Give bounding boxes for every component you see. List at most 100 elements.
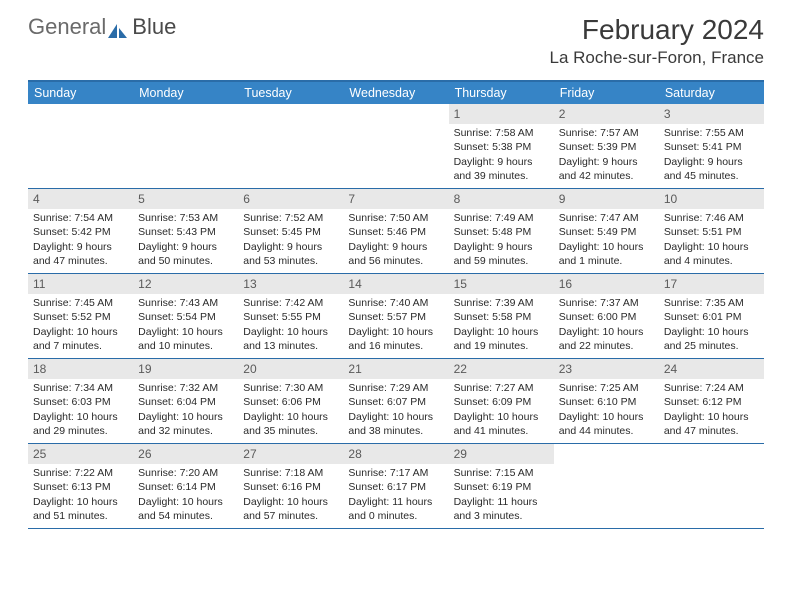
daylight-line: Daylight: 10 hours and 41 minutes. <box>454 410 549 438</box>
day-number: 8 <box>449 189 554 209</box>
day-cell: 25Sunrise: 7:22 AMSunset: 6:13 PMDayligh… <box>28 444 133 528</box>
day-body: Sunrise: 7:30 AMSunset: 6:06 PMDaylight:… <box>238 379 343 442</box>
weekday-header: Wednesday <box>343 82 448 104</box>
daylight-line: Daylight: 10 hours and 16 minutes. <box>348 325 443 353</box>
sunset-line: Sunset: 5:55 PM <box>243 310 338 324</box>
day-body: Sunrise: 7:55 AMSunset: 5:41 PMDaylight:… <box>659 124 764 187</box>
daylight-line: Daylight: 10 hours and 13 minutes. <box>243 325 338 353</box>
daylight-line: Daylight: 10 hours and 25 minutes. <box>664 325 759 353</box>
day-cell: 12Sunrise: 7:43 AMSunset: 5:54 PMDayligh… <box>133 274 238 358</box>
day-number: 21 <box>343 359 448 379</box>
day-body: Sunrise: 7:45 AMSunset: 5:52 PMDaylight:… <box>28 294 133 357</box>
location-text: La Roche-sur-Foron, France <box>550 48 764 68</box>
day-cell <box>238 104 343 188</box>
sunset-line: Sunset: 5:48 PM <box>454 225 549 239</box>
daylight-line: Daylight: 10 hours and 10 minutes. <box>138 325 233 353</box>
day-cell: 17Sunrise: 7:35 AMSunset: 6:01 PMDayligh… <box>659 274 764 358</box>
daylight-line: Daylight: 10 hours and 1 minute. <box>559 240 654 268</box>
day-number: 23 <box>554 359 659 379</box>
daylight-line: Daylight: 9 hours and 59 minutes. <box>454 240 549 268</box>
day-number: 26 <box>133 444 238 464</box>
weekday-header: Saturday <box>659 82 764 104</box>
sunrise-line: Sunrise: 7:22 AM <box>33 466 128 480</box>
day-body: Sunrise: 7:49 AMSunset: 5:48 PMDaylight:… <box>449 209 554 272</box>
daylight-line: Daylight: 9 hours and 42 minutes. <box>559 155 654 183</box>
day-cell: 19Sunrise: 7:32 AMSunset: 6:04 PMDayligh… <box>133 359 238 443</box>
daylight-line: Daylight: 10 hours and 38 minutes. <box>348 410 443 438</box>
daylight-line: Daylight: 9 hours and 47 minutes. <box>33 240 128 268</box>
day-cell <box>133 104 238 188</box>
day-cell: 16Sunrise: 7:37 AMSunset: 6:00 PMDayligh… <box>554 274 659 358</box>
daylight-line: Daylight: 9 hours and 39 minutes. <box>454 155 549 183</box>
header: General Blue February 2024 La Roche-sur-… <box>0 0 792 74</box>
day-body: Sunrise: 7:22 AMSunset: 6:13 PMDaylight:… <box>28 464 133 527</box>
day-cell: 6Sunrise: 7:52 AMSunset: 5:45 PMDaylight… <box>238 189 343 273</box>
weekday-header: Sunday <box>28 82 133 104</box>
sunrise-line: Sunrise: 7:34 AM <box>33 381 128 395</box>
brand-part1: General <box>28 14 106 40</box>
daylight-line: Daylight: 9 hours and 45 minutes. <box>664 155 759 183</box>
day-cell: 5Sunrise: 7:53 AMSunset: 5:43 PMDaylight… <box>133 189 238 273</box>
day-number: 11 <box>28 274 133 294</box>
day-number: 28 <box>343 444 448 464</box>
sunrise-line: Sunrise: 7:17 AM <box>348 466 443 480</box>
sunrise-line: Sunrise: 7:29 AM <box>348 381 443 395</box>
sunrise-line: Sunrise: 7:57 AM <box>559 126 654 140</box>
day-cell: 20Sunrise: 7:30 AMSunset: 6:06 PMDayligh… <box>238 359 343 443</box>
day-cell: 29Sunrise: 7:15 AMSunset: 6:19 PMDayligh… <box>449 444 554 528</box>
weekday-header: Friday <box>554 82 659 104</box>
day-cell: 8Sunrise: 7:49 AMSunset: 5:48 PMDaylight… <box>449 189 554 273</box>
day-cell: 18Sunrise: 7:34 AMSunset: 6:03 PMDayligh… <box>28 359 133 443</box>
sunset-line: Sunset: 6:12 PM <box>664 395 759 409</box>
day-body: Sunrise: 7:40 AMSunset: 5:57 PMDaylight:… <box>343 294 448 357</box>
sunrise-line: Sunrise: 7:55 AM <box>664 126 759 140</box>
day-body: Sunrise: 7:17 AMSunset: 6:17 PMDaylight:… <box>343 464 448 527</box>
calendar-body: 1Sunrise: 7:58 AMSunset: 5:38 PMDaylight… <box>28 104 764 529</box>
sunrise-line: Sunrise: 7:47 AM <box>559 211 654 225</box>
sunset-line: Sunset: 5:39 PM <box>559 140 654 154</box>
sunset-line: Sunset: 5:38 PM <box>454 140 549 154</box>
day-number <box>554 444 659 464</box>
calendar: SundayMondayTuesdayWednesdayThursdayFrid… <box>28 80 764 529</box>
daylight-line: Daylight: 10 hours and 4 minutes. <box>664 240 759 268</box>
day-body: Sunrise: 7:34 AMSunset: 6:03 PMDaylight:… <box>28 379 133 442</box>
day-number: 16 <box>554 274 659 294</box>
sunrise-line: Sunrise: 7:50 AM <box>348 211 443 225</box>
daylight-line: Daylight: 9 hours and 53 minutes. <box>243 240 338 268</box>
day-body: Sunrise: 7:42 AMSunset: 5:55 PMDaylight:… <box>238 294 343 357</box>
sunset-line: Sunset: 6:00 PM <box>559 310 654 324</box>
sunrise-line: Sunrise: 7:24 AM <box>664 381 759 395</box>
day-body: Sunrise: 7:35 AMSunset: 6:01 PMDaylight:… <box>659 294 764 357</box>
brand-text: General <box>28 14 130 40</box>
day-number: 6 <box>238 189 343 209</box>
daylight-line: Daylight: 10 hours and 57 minutes. <box>243 495 338 523</box>
day-body: Sunrise: 7:29 AMSunset: 6:07 PMDaylight:… <box>343 379 448 442</box>
sunset-line: Sunset: 6:10 PM <box>559 395 654 409</box>
sunset-line: Sunset: 5:43 PM <box>138 225 233 239</box>
day-cell: 28Sunrise: 7:17 AMSunset: 6:17 PMDayligh… <box>343 444 448 528</box>
brand-logo: General Blue <box>28 14 176 40</box>
day-body: Sunrise: 7:43 AMSunset: 5:54 PMDaylight:… <box>133 294 238 357</box>
sunset-line: Sunset: 6:16 PM <box>243 480 338 494</box>
day-body: Sunrise: 7:15 AMSunset: 6:19 PMDaylight:… <box>449 464 554 527</box>
month-title: February 2024 <box>550 14 764 46</box>
day-cell: 3Sunrise: 7:55 AMSunset: 5:41 PMDaylight… <box>659 104 764 188</box>
day-cell: 13Sunrise: 7:42 AMSunset: 5:55 PMDayligh… <box>238 274 343 358</box>
sunrise-line: Sunrise: 7:25 AM <box>559 381 654 395</box>
day-number: 12 <box>133 274 238 294</box>
sunrise-line: Sunrise: 7:39 AM <box>454 296 549 310</box>
sunset-line: Sunset: 5:58 PM <box>454 310 549 324</box>
day-cell: 7Sunrise: 7:50 AMSunset: 5:46 PMDaylight… <box>343 189 448 273</box>
day-number <box>343 104 448 124</box>
daylight-line: Daylight: 10 hours and 22 minutes. <box>559 325 654 353</box>
day-number: 24 <box>659 359 764 379</box>
day-number: 18 <box>28 359 133 379</box>
day-number <box>28 104 133 124</box>
sunset-line: Sunset: 6:13 PM <box>33 480 128 494</box>
sunset-line: Sunset: 6:04 PM <box>138 395 233 409</box>
daylight-line: Daylight: 10 hours and 19 minutes. <box>454 325 549 353</box>
sunrise-line: Sunrise: 7:54 AM <box>33 211 128 225</box>
week-row: 25Sunrise: 7:22 AMSunset: 6:13 PMDayligh… <box>28 444 764 529</box>
daylight-line: Daylight: 11 hours and 3 minutes. <box>454 495 549 523</box>
day-number: 3 <box>659 104 764 124</box>
